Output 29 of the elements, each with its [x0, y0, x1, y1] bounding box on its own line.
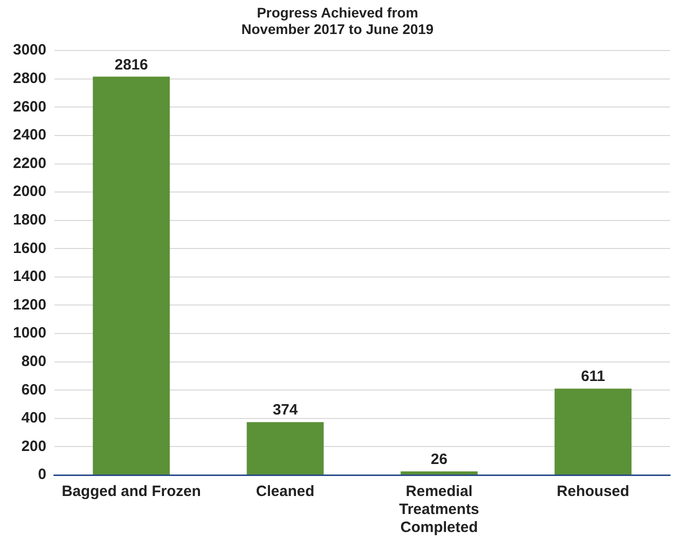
y-tick-label: 800: [21, 352, 46, 370]
y-tick-label: 2800: [12, 70, 46, 88]
bar: [246, 422, 324, 474]
y-tick-label: 0: [38, 466, 46, 484]
y-tick-label: 400: [21, 410, 46, 427]
y-tick-label: 1200: [12, 296, 46, 314]
x-tick-label: Cleaned: [256, 483, 314, 500]
y-tick-label: 200: [21, 438, 46, 455]
data-label: 2816: [114, 56, 148, 74]
bar: [554, 388, 632, 474]
y-tick-label: 1000: [12, 324, 46, 342]
y-tick-label: 3000: [12, 42, 46, 59]
y-tick-label: 2400: [12, 126, 46, 144]
data-label: 26: [430, 450, 448, 468]
x-tick-label: Remedial Treatments Completed: [399, 483, 480, 536]
data-label: 374: [272, 402, 298, 419]
y-tick-label: 1600: [12, 240, 46, 257]
x-tick-label: Rehoused: [556, 483, 630, 500]
bar: [92, 76, 170, 474]
bar: [400, 471, 478, 474]
y-tick-label: 1400: [12, 268, 46, 286]
y-tick-label: 1800: [12, 212, 46, 228]
y-tick-label: 2000: [12, 183, 46, 200]
y-tick-label: 2200: [12, 154, 46, 172]
data-label: 611: [580, 368, 606, 386]
y-tick-label: 600: [21, 381, 46, 398]
y-tick-label: 2600: [12, 98, 46, 116]
x-tick-label: Bagged and Frozen: [62, 483, 201, 500]
chart-title: Progress Achieved from November 2017 to June 2019: [241, 4, 434, 38]
